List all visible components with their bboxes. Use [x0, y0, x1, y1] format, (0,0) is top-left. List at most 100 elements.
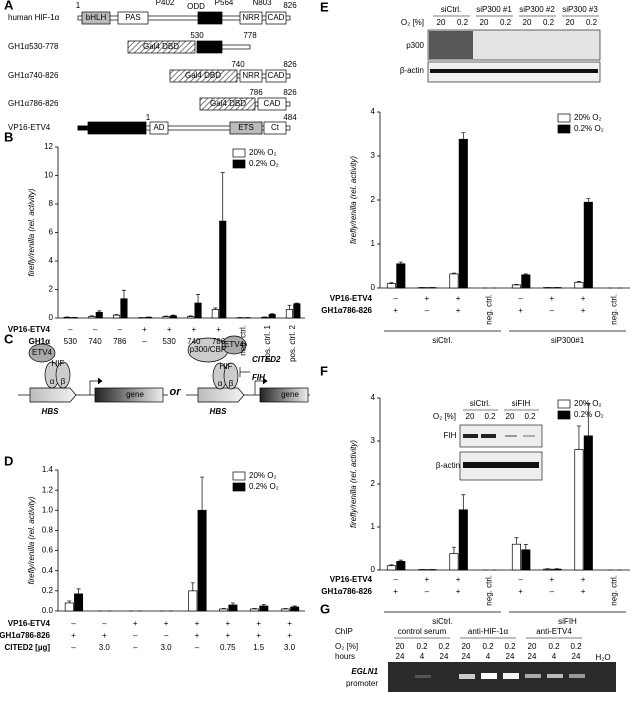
bar — [63, 316, 71, 319]
label: 0.0 — [42, 606, 54, 615]
label: 1.2 — [42, 485, 54, 494]
label: 20% O₂ — [249, 471, 277, 480]
label: siP300#1 — [551, 336, 585, 345]
label: 0.2 — [42, 586, 54, 595]
label: PAS — [125, 13, 140, 22]
error-bar — [523, 544, 528, 550]
error-bar — [190, 582, 195, 591]
label: O₂ [%] — [335, 642, 358, 651]
bar — [268, 314, 276, 319]
label: siP300 #1 — [476, 5, 512, 14]
label: Ct — [271, 123, 280, 132]
label: 20 — [462, 642, 471, 651]
error-bar — [220, 172, 225, 222]
label: CAD — [268, 13, 285, 22]
label: hours — [335, 652, 355, 661]
label: – — [518, 575, 523, 584]
error-bar — [188, 315, 193, 317]
label: GH1α786-826 — [8, 99, 59, 108]
label: A — [4, 0, 14, 12]
label: siFIH — [558, 617, 577, 626]
label: + — [393, 587, 398, 596]
bar — [228, 604, 238, 612]
label: 12 — [44, 142, 53, 151]
label: Gal4 DBD — [143, 42, 179, 51]
label: 0.2 — [543, 18, 555, 27]
label: bHLH — [86, 13, 107, 22]
bar — [211, 309, 219, 319]
error-bar — [230, 602, 235, 605]
label: ETV4 — [32, 348, 53, 357]
bar — [219, 608, 229, 612]
label: – — [71, 643, 76, 652]
label: α — [50, 377, 55, 386]
label: 0.75 — [220, 643, 236, 652]
label: control serum — [398, 627, 447, 636]
error-bar — [451, 272, 456, 274]
label: 20 — [528, 642, 537, 651]
label: + — [287, 631, 292, 640]
label: 3 — [371, 436, 376, 445]
label: 20% O₂ — [574, 113, 602, 122]
label: + — [456, 294, 461, 303]
label: 786 — [212, 337, 226, 346]
label: + — [225, 619, 230, 628]
legend-swatch — [232, 148, 246, 158]
label: 0.2 — [524, 412, 536, 421]
label: 0.8 — [42, 526, 54, 535]
bar — [449, 273, 459, 289]
bar — [74, 593, 84, 612]
label: + — [550, 575, 555, 584]
blot-e — [427, 29, 601, 83]
error-bar — [586, 403, 591, 436]
label: 0 — [371, 283, 376, 292]
label: + — [581, 575, 586, 584]
error-bar — [283, 608, 288, 609]
bar — [280, 608, 290, 612]
label: + — [167, 325, 172, 334]
label: 10 — [44, 171, 53, 180]
label: p300/CBP — [190, 345, 226, 354]
label: 0.4 — [42, 566, 54, 575]
error-bar — [252, 608, 257, 609]
label: β — [229, 379, 234, 388]
gel — [388, 662, 616, 692]
label: – — [68, 325, 73, 334]
error-bar — [200, 476, 205, 511]
error-bar — [398, 261, 403, 264]
bar — [386, 283, 396, 289]
label: N803 — [252, 0, 272, 7]
label: HIF — [52, 359, 65, 368]
bar — [120, 298, 128, 319]
label: 1 — [76, 1, 81, 10]
label: or — [170, 386, 182, 398]
label: 20 — [506, 412, 515, 421]
label: 8 — [49, 199, 54, 208]
label: 530 — [162, 337, 176, 346]
bar — [250, 608, 260, 612]
label: – — [164, 631, 169, 640]
label: AD — [153, 123, 164, 132]
label: + — [456, 306, 461, 315]
label: + — [71, 631, 76, 640]
label: – — [425, 306, 430, 315]
bar — [285, 309, 293, 319]
label: GH1α786-826 — [0, 631, 51, 640]
label: 1 — [371, 239, 376, 248]
label: 0.2 — [500, 18, 512, 27]
label: C — [4, 331, 14, 346]
error-bar — [461, 494, 466, 510]
label: FIH — [252, 373, 265, 382]
error-bar — [196, 294, 201, 304]
label: 20 — [396, 642, 405, 651]
label: + — [192, 325, 197, 334]
label: 24 — [440, 652, 449, 661]
label: 2 — [371, 479, 376, 488]
label: 0.2 — [416, 642, 428, 651]
error-bar — [97, 310, 102, 313]
label: 530 — [190, 31, 204, 40]
label: GH1α786-826 — [321, 306, 372, 315]
label: – — [133, 643, 138, 652]
label: 0.6 — [42, 546, 54, 555]
